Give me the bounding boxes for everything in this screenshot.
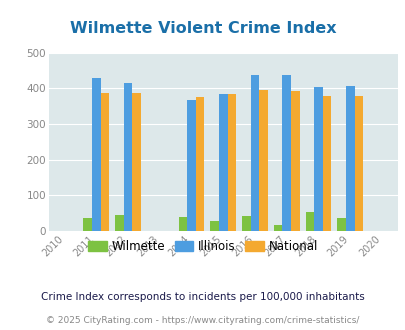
Bar [218,94,227,231]
Bar [100,93,109,231]
Bar [282,75,290,231]
Bar [259,89,267,231]
Bar [345,85,354,231]
Bar [250,75,259,231]
Bar [227,94,236,231]
Legend: Wilmette, Illinois, National: Wilmette, Illinois, National [83,236,322,258]
Bar [132,93,141,231]
Bar [273,225,282,231]
Bar [305,213,313,231]
Bar [187,100,195,231]
Bar [178,217,187,231]
Bar [337,218,345,231]
Bar [290,90,299,231]
Bar [83,218,92,231]
Text: Crime Index corresponds to incidents per 100,000 inhabitants: Crime Index corresponds to incidents per… [41,292,364,302]
Bar [242,216,250,231]
Bar [354,96,362,231]
Bar [210,221,218,231]
Bar [92,79,100,231]
Bar [124,83,132,231]
Text: Wilmette Violent Crime Index: Wilmette Violent Crime Index [70,21,335,36]
Text: © 2025 CityRating.com - https://www.cityrating.com/crime-statistics/: © 2025 CityRating.com - https://www.city… [46,315,359,325]
Bar [313,87,322,231]
Bar [115,214,124,231]
Bar [322,96,330,231]
Bar [195,97,204,231]
